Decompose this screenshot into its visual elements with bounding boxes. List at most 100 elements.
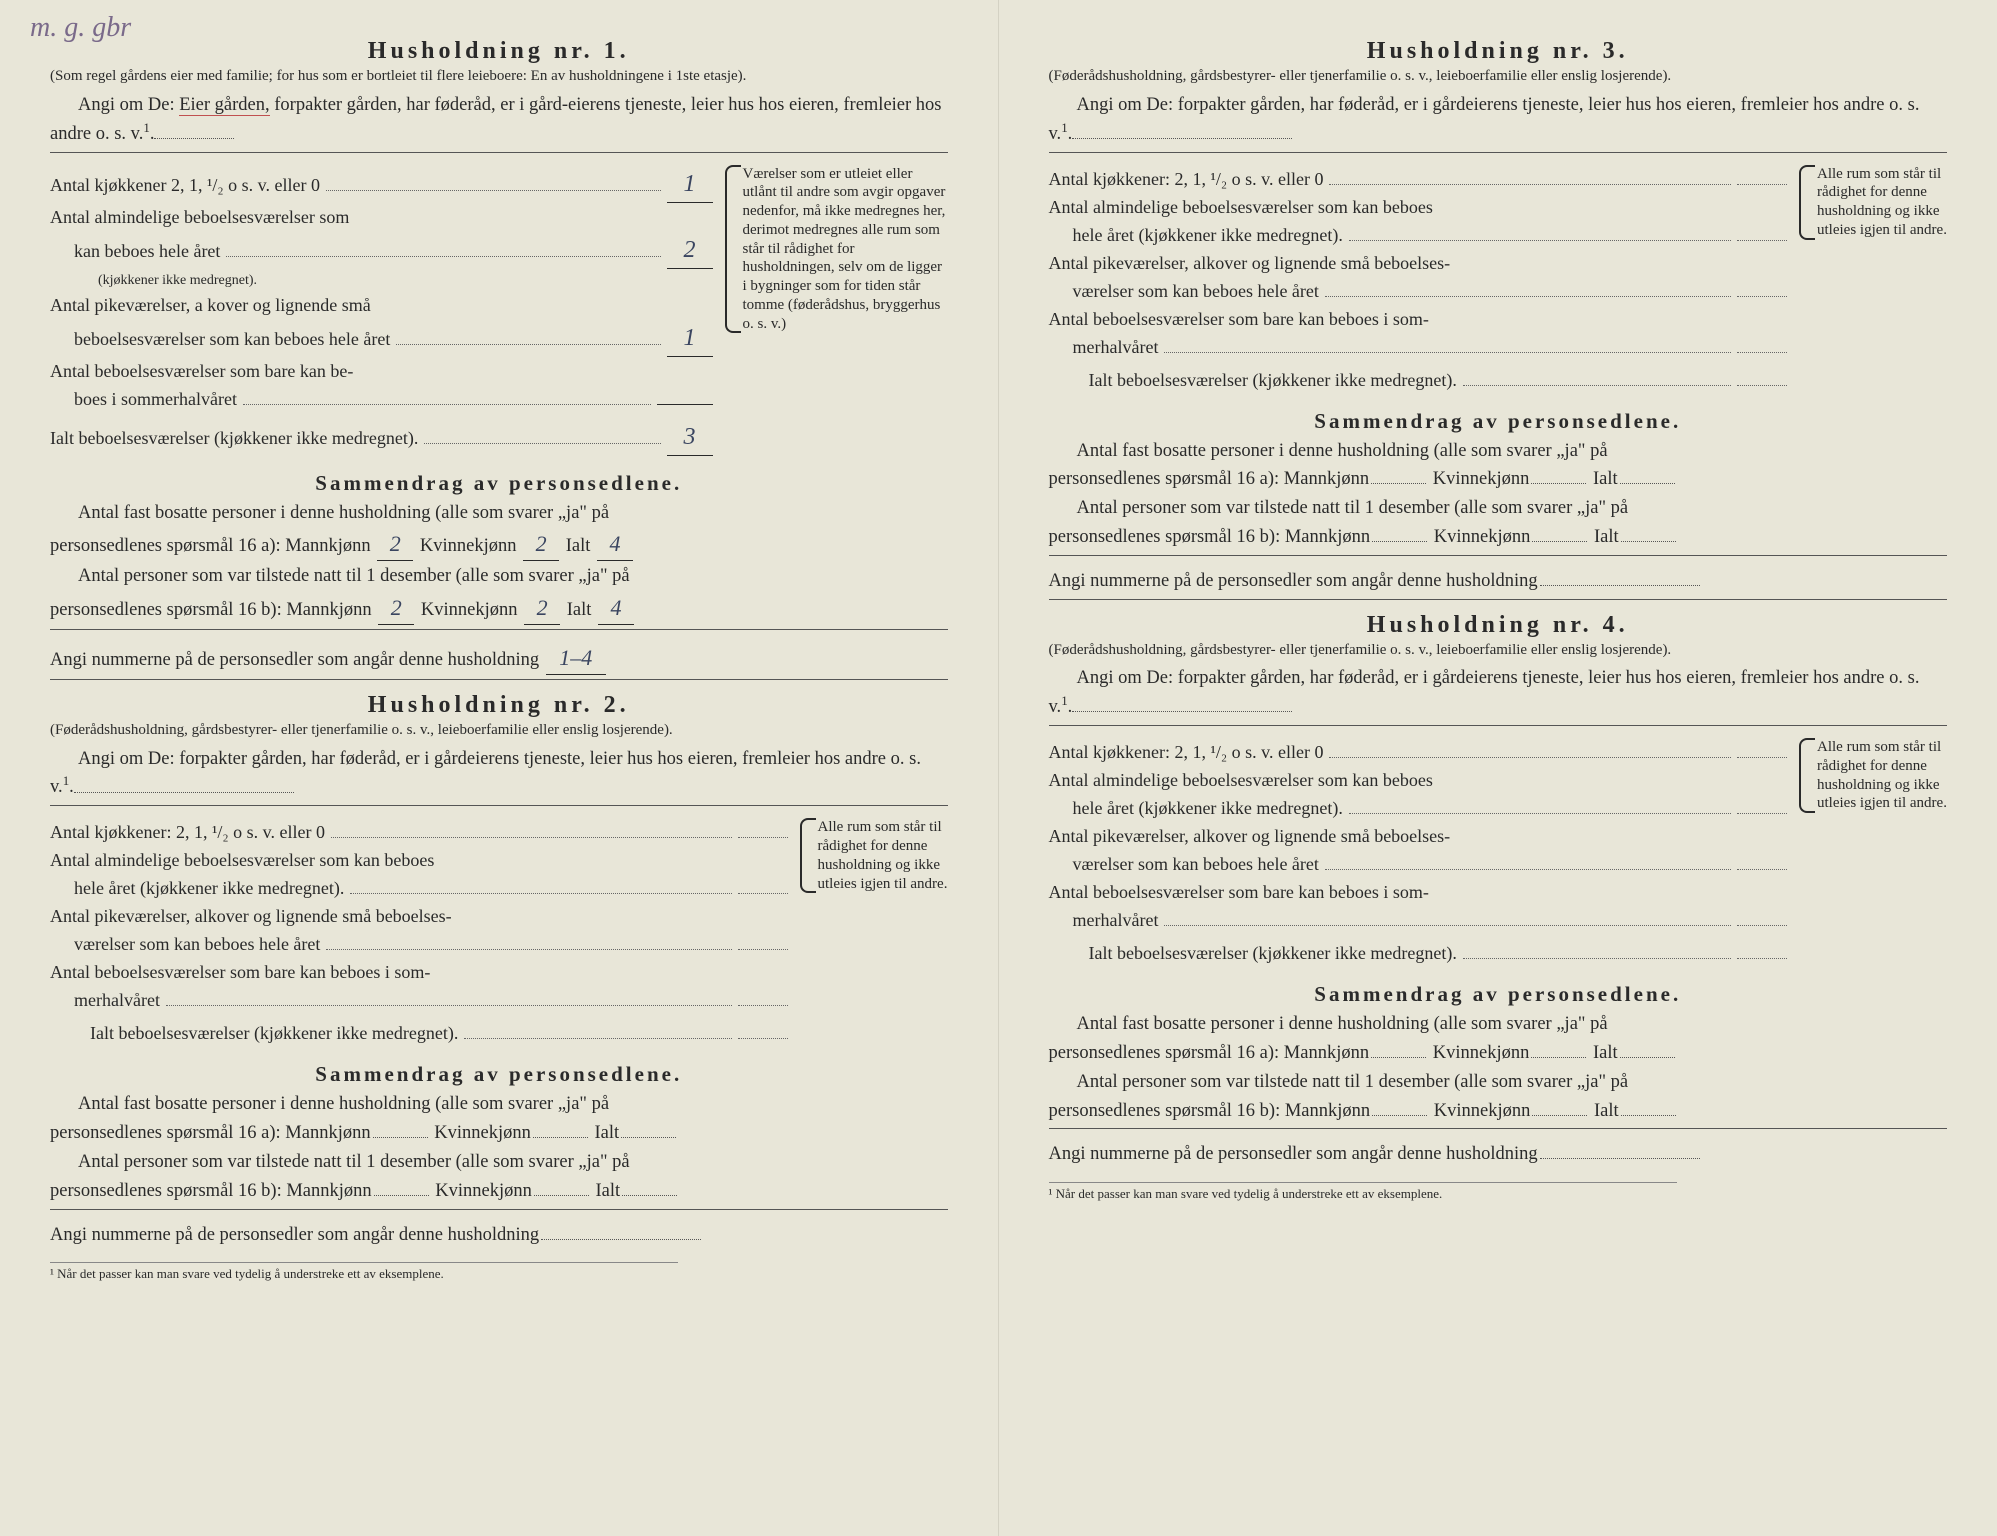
h2-som2: merhalvåret (74, 987, 160, 1014)
h1-kjokken-val: 1 (667, 166, 713, 203)
h1-sum-p2b: personsedlenes spørsmål 16 b): Mannkjønn (50, 600, 372, 620)
h4-title: Husholdning nr. 4. (1049, 612, 1948, 639)
h3-anginum-line: Angi nummerne på de personsedler som ang… (1049, 568, 1948, 595)
h1-anginum-val: 1–4 (546, 642, 606, 675)
h4-som1: Antal beboelsesværelser som bare kan beb… (1049, 879, 1429, 906)
h3-sum-p1a: Antal fast bosatte personer i denne hush… (1049, 438, 1948, 465)
h2-sum-line2: personsedlenes spørsmål 16 b): Mannkjønn… (50, 1178, 948, 1205)
h3-ialt: Ialt beboelsesværelser (kjøkkener ikke m… (1089, 367, 1457, 394)
h4-note: (Føderådshusholdning, gårdsbestyrer- ell… (1049, 641, 1948, 660)
divider (50, 679, 948, 680)
h3-sum-line1: personsedlenes spørsmål 16 a): Mannkjønn… (1049, 466, 1948, 493)
h3-alm1: Antal almindelige beboelsesværelser som … (1049, 194, 1433, 221)
ialt-lbl3: Ialt (594, 1123, 619, 1143)
h1-kv16a: 2 (523, 528, 559, 561)
kv-lbl3: Kvinnekjønn (434, 1123, 531, 1143)
sup1: 1 (143, 120, 149, 135)
h3-som1: Antal beboelsesværelser som bare kan beb… (1049, 306, 1429, 333)
left-page: m. g. gbr Husholdning nr. 1. (Som regel … (0, 0, 999, 1536)
h3-sum-p1b: personsedlenes spørsmål 16 a): Mannkjønn (1049, 469, 1370, 489)
h1-sum-title: Sammendrag av personsedlene. (50, 471, 948, 496)
h2-alm1: Antal almindelige beboelsesværelser som … (50, 847, 434, 874)
h2-sum-p2b: personsedlenes spørsmål 16 b): Mannkjønn (50, 1181, 372, 1201)
h4-side-note: Alle rum som står til rådighet for denne… (1799, 738, 1947, 813)
divider (50, 152, 948, 153)
ialt-lbl4: Ialt (596, 1181, 621, 1201)
divider (1049, 1128, 1948, 1129)
h1-ialt16a: 4 (597, 528, 633, 561)
kv-lbl4: Kvinnekjønn (435, 1181, 532, 1201)
divider (50, 805, 948, 806)
footnote-right: ¹ Når det passer kan man svare ved tydel… (1049, 1182, 1678, 1202)
h1-som2: boes i sommerhalvåret (74, 386, 237, 413)
ialt-lbl5: Ialt (1593, 469, 1618, 489)
divider (50, 629, 948, 630)
h3-sum-line2: personsedlenes spørsmål 16 b): Mannkjønn… (1049, 524, 1948, 551)
footnote-left: ¹ Når det passer kan man svare ved tydel… (50, 1262, 678, 1282)
h4-sum-title: Sammendrag av personsedlene. (1049, 982, 1948, 1007)
h2-anginum: Angi nummerne på de personsedler som ang… (50, 1225, 539, 1245)
right-page: Husholdning nr. 3. (Føderådshusholdning,… (999, 0, 1997, 1536)
h4-sum-line2: personsedlenes spørsmål 16 b): Mannkjønn… (1049, 1098, 1948, 1125)
h4-anginum: Angi nummerne på de personsedler som ang… (1049, 1144, 1538, 1164)
ialt-lbl8: Ialt (1594, 1101, 1619, 1121)
h3-side-note: Alle rum som står til rådighet for denne… (1799, 165, 1947, 240)
h4-alm1: Antal almindelige beboelsesværelser som … (1049, 767, 1433, 794)
h2-note: (Føderådshusholdning, gårdsbestyrer- ell… (50, 721, 948, 740)
h1-sum-p1a: Antal fast bosatte personer i denne hush… (50, 500, 948, 527)
h4-sum-p1b: personsedlenes spørsmål 16 a): Mannkjønn (1049, 1043, 1370, 1063)
h3-side-text: Alle rum som står til rådighet for denne… (1817, 166, 1947, 238)
h2-side-note: Alle rum som står til rådighet for denne… (800, 818, 948, 893)
h1-title: Husholdning nr. 1. (50, 38, 948, 65)
h2-rooms-left: Antal kjøkkener: 2, 1, ¹/₂ o s. v. eller… (50, 818, 788, 1048)
h1-ialt16b: 4 (598, 592, 634, 625)
h2-sum-p1a: Antal fast bosatte personer i denne hush… (50, 1091, 948, 1118)
h1-alm-sub: (kjøkkener ikke medregnet). (98, 270, 257, 291)
h1-kjokken-label: Antal kjøkkener 2, 1, ¹/₂ o s. v. eller … (50, 172, 320, 199)
h4-pike2: værelser som kan beboes hele året (1073, 851, 1319, 878)
brace-icon (800, 818, 816, 893)
ialt-lbl: Ialt (566, 536, 591, 556)
ialt-lbl2: Ialt (567, 600, 592, 620)
h3-anginum: Angi nummerne på de personsedler som ang… (1049, 571, 1538, 591)
h1-alm2: kan beboes hele året (74, 238, 220, 265)
h1-angi-pre: Angi om De: (78, 95, 175, 115)
h4-sum-p1a: Antal fast bosatte personer i denne hush… (1049, 1011, 1948, 1038)
h4-som2: merhalvåret (1073, 907, 1159, 934)
ialt-lbl6: Ialt (1594, 527, 1619, 547)
h3-kjokken: Antal kjøkkener: 2, 1, ¹/₂ o s. v. eller… (1049, 166, 1324, 193)
h4-anginum-line: Angi nummerne på de personsedler som ang… (1049, 1141, 1948, 1168)
h1-pike2: beboelsesværelser som kan beboes hele år… (74, 326, 390, 353)
h1-sum-p2a: Antal personer som var tilstede natt til… (50, 563, 948, 590)
h2-sum-p2a: Antal personer som var tilstede natt til… (50, 1149, 948, 1176)
h1-alm1: Antal almindelige beboelsesværelser som (50, 204, 349, 231)
h1-pike-val: 1 (667, 320, 713, 357)
h3-sum-p2b: personsedlenes spørsmål 16 b): Mannkjønn (1049, 527, 1371, 547)
h2-ialt: Ialt beboelsesværelser (kjøkkener ikke m… (90, 1020, 458, 1047)
h2-sum-line1: personsedlenes spørsmål 16 a): Mannkjønn… (50, 1120, 948, 1147)
divider (1049, 725, 1948, 726)
h2-sum-title: Sammendrag av personsedlene. (50, 1062, 948, 1087)
kv-lbl7: Kvinnekjønn (1433, 1043, 1530, 1063)
h3-alm2: hele året (kjøkkener ikke medregnet). (1073, 222, 1343, 249)
kv-lbl: Kvinnekjønn (420, 536, 517, 556)
h1-kv16b: 2 (524, 592, 560, 625)
divider (1049, 599, 1948, 600)
h4-ialt: Ialt beboelsesværelser (kjøkkener ikke m… (1089, 940, 1457, 967)
brace-icon (1799, 165, 1815, 240)
h2-angi-text: Angi om De: forpakter gården, har føderå… (50, 749, 921, 798)
h3-rooms-left: Antal kjøkkener: 2, 1, ¹/₂ o s. v. eller… (1049, 165, 1788, 395)
brace-icon (1799, 738, 1815, 813)
divider (1049, 152, 1948, 153)
h1-note: (Som regel gårdens eier med familie; for… (50, 67, 948, 86)
h4-rooms-block: Antal kjøkkener: 2, 1, ¹/₂ o s. v. eller… (1049, 738, 1948, 968)
corner-handwriting: m. g. gbr (30, 12, 131, 44)
ialt-lbl7: Ialt (1593, 1043, 1618, 1063)
h1-sum-p1b: personsedlenes spørsmål 16 a): Mannkjønn (50, 536, 371, 556)
h1-alm-val: 2 (667, 232, 713, 269)
h3-som2: merhalvåret (1073, 334, 1159, 361)
h2-som1: Antal beboelsesværelser som bare kan beb… (50, 959, 430, 986)
h1-sum-line1: personsedlenes spørsmål 16 a): Mannkjønn… (50, 528, 948, 561)
kv-lbl6: Kvinnekjønn (1434, 527, 1531, 547)
h1-side-text: Værelser som er utleiet eller utlånt til… (743, 166, 946, 332)
